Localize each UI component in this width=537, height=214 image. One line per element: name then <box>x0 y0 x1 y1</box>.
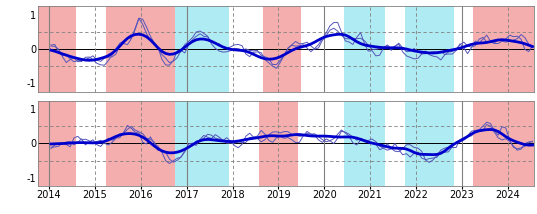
Bar <box>344 101 385 186</box>
Bar <box>344 6 385 92</box>
Bar <box>263 6 301 92</box>
Bar <box>106 6 175 92</box>
Bar <box>404 6 454 92</box>
Bar <box>175 6 229 92</box>
Bar <box>259 101 297 186</box>
Bar <box>175 101 229 186</box>
Bar <box>473 101 534 186</box>
Bar <box>404 101 454 186</box>
Bar <box>38 6 76 92</box>
Bar <box>473 6 534 92</box>
Bar <box>106 101 175 186</box>
Bar <box>38 101 76 186</box>
